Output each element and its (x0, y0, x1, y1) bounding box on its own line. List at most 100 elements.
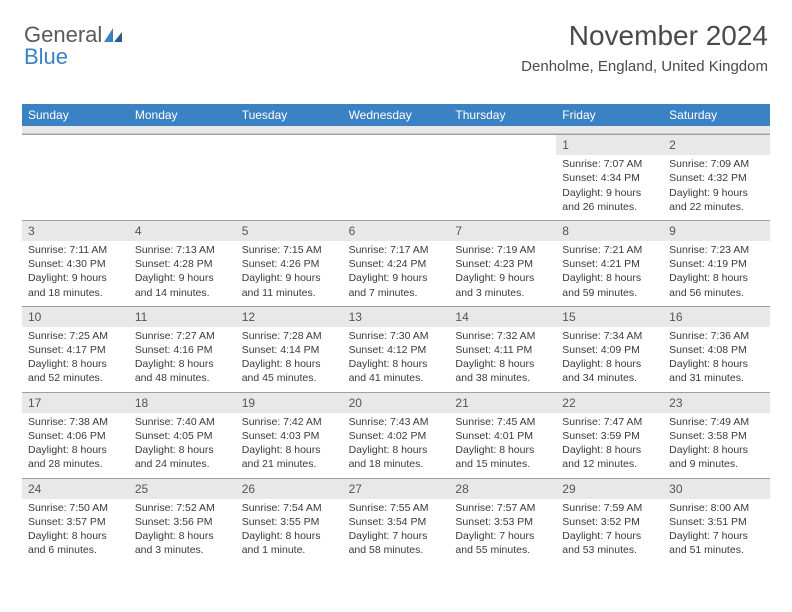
daylight-text: and 38 minutes. (455, 371, 550, 385)
daylight-text: and 48 minutes. (135, 371, 230, 385)
sunrise-text: Sunrise: 7:45 AM (455, 415, 550, 429)
daylight-text: and 1 minute. (242, 543, 337, 557)
calendar-cell: 7Sunrise: 7:19 AMSunset: 4:23 PMDaylight… (449, 221, 556, 306)
sunset-text: Sunset: 3:51 PM (669, 515, 764, 529)
daylight-text: and 9 minutes. (669, 457, 764, 471)
sunrise-text: Sunrise: 8:00 AM (669, 501, 764, 515)
sunset-text: Sunset: 4:26 PM (242, 257, 337, 271)
sunset-text: Sunset: 4:24 PM (349, 257, 444, 271)
calendar-cell: 24Sunrise: 7:50 AMSunset: 3:57 PMDayligh… (22, 479, 129, 564)
daylight-text: Daylight: 8 hours (28, 443, 123, 457)
page-location: Denholme, England, United Kingdom (521, 58, 768, 75)
sunrise-text: Sunrise: 7:11 AM (28, 243, 123, 257)
daylight-text: and 3 minutes. (455, 286, 550, 300)
sunset-text: Sunset: 4:23 PM (455, 257, 550, 271)
sunrise-text: Sunrise: 7:13 AM (135, 243, 230, 257)
sunset-text: Sunset: 3:59 PM (562, 429, 657, 443)
daylight-text: Daylight: 8 hours (349, 443, 444, 457)
calendar-cell: 1Sunrise: 7:07 AMSunset: 4:34 PMDaylight… (556, 135, 663, 220)
day-number: 22 (556, 393, 663, 413)
daylight-text: and 56 minutes. (669, 286, 764, 300)
calendar-cell: 4Sunrise: 7:13 AMSunset: 4:28 PMDaylight… (129, 221, 236, 306)
daylight-text: Daylight: 8 hours (135, 529, 230, 543)
sunset-text: Sunset: 4:21 PM (562, 257, 657, 271)
calendar-cell: 26Sunrise: 7:54 AMSunset: 3:55 PMDayligh… (236, 479, 343, 564)
daylight-text: Daylight: 8 hours (242, 357, 337, 371)
daylight-text: and 52 minutes. (28, 371, 123, 385)
calendar-cell: 2Sunrise: 7:09 AMSunset: 4:32 PMDaylight… (663, 135, 770, 220)
sunset-text: Sunset: 4:02 PM (349, 429, 444, 443)
daylight-text: and 24 minutes. (135, 457, 230, 471)
day-number: 20 (343, 393, 450, 413)
calendar: Sunday Monday Tuesday Wednesday Thursday… (22, 104, 770, 563)
calendar-dayhead: Sunday Monday Tuesday Wednesday Thursday… (22, 104, 770, 126)
day-number: 21 (449, 393, 556, 413)
day-number: 27 (343, 479, 450, 499)
sunrise-text: Sunrise: 7:59 AM (562, 501, 657, 515)
day-number: 28 (449, 479, 556, 499)
sunset-text: Sunset: 3:52 PM (562, 515, 657, 529)
day-number: 18 (129, 393, 236, 413)
day-number: 12 (236, 307, 343, 327)
calendar-cell: 25Sunrise: 7:52 AMSunset: 3:56 PMDayligh… (129, 479, 236, 564)
calendar-cell: . (449, 135, 556, 220)
calendar-cell: 17Sunrise: 7:38 AMSunset: 4:06 PMDayligh… (22, 393, 129, 478)
daylight-text: and 55 minutes. (455, 543, 550, 557)
daylight-text: Daylight: 8 hours (242, 529, 337, 543)
daylight-text: Daylight: 8 hours (669, 271, 764, 285)
calendar-cell: . (22, 135, 129, 220)
calendar-cell: 29Sunrise: 7:59 AMSunset: 3:52 PMDayligh… (556, 479, 663, 564)
sunrise-text: Sunrise: 7:42 AM (242, 415, 337, 429)
day-number: 4 (129, 221, 236, 241)
sunset-text: Sunset: 3:56 PM (135, 515, 230, 529)
calendar-cell: 5Sunrise: 7:15 AMSunset: 4:26 PMDaylight… (236, 221, 343, 306)
calendar-cell: . (129, 135, 236, 220)
daylight-text: Daylight: 9 hours (135, 271, 230, 285)
calendar-cell: 30Sunrise: 8:00 AMSunset: 3:51 PMDayligh… (663, 479, 770, 564)
page-title: November 2024 (521, 20, 768, 52)
daylight-text: Daylight: 9 hours (669, 186, 764, 200)
calendar-cell: 14Sunrise: 7:32 AMSunset: 4:11 PMDayligh… (449, 307, 556, 392)
calendar-weeks: .....1Sunrise: 7:07 AMSunset: 4:34 PMDay… (22, 134, 770, 563)
sunset-text: Sunset: 4:30 PM (28, 257, 123, 271)
calendar-cell: 16Sunrise: 7:36 AMSunset: 4:08 PMDayligh… (663, 307, 770, 392)
sunset-text: Sunset: 4:03 PM (242, 429, 337, 443)
sunrise-text: Sunrise: 7:28 AM (242, 329, 337, 343)
daylight-text: Daylight: 8 hours (242, 443, 337, 457)
calendar-cell: 28Sunrise: 7:57 AMSunset: 3:53 PMDayligh… (449, 479, 556, 564)
calendar-week: 17Sunrise: 7:38 AMSunset: 4:06 PMDayligh… (22, 392, 770, 478)
day-number: 29 (556, 479, 663, 499)
daylight-text: Daylight: 8 hours (455, 443, 550, 457)
daylight-text: and 28 minutes. (28, 457, 123, 471)
daylight-text: and 18 minutes. (28, 286, 123, 300)
calendar-cell: 22Sunrise: 7:47 AMSunset: 3:59 PMDayligh… (556, 393, 663, 478)
daylight-text: Daylight: 8 hours (28, 357, 123, 371)
daylight-text: and 26 minutes. (562, 200, 657, 214)
daylight-text: Daylight: 8 hours (455, 357, 550, 371)
calendar-cell: . (236, 135, 343, 220)
sunrise-text: Sunrise: 7:47 AM (562, 415, 657, 429)
daylight-text: Daylight: 7 hours (455, 529, 550, 543)
day-number: 5 (236, 221, 343, 241)
sunset-text: Sunset: 4:16 PM (135, 343, 230, 357)
calendar-week: 10Sunrise: 7:25 AMSunset: 4:17 PMDayligh… (22, 306, 770, 392)
daylight-text: Daylight: 9 hours (455, 271, 550, 285)
calendar-cell: 12 Sunrise: 7:28 AMSunset: 4:14 PMDayligh… (236, 307, 343, 392)
calendar-cell: 8Sunrise: 7:21 AMSunset: 4:21 PMDaylight… (556, 221, 663, 306)
daylight-text: Daylight: 8 hours (28, 529, 123, 543)
daylight-text: Daylight: 9 hours (242, 271, 337, 285)
calendar-cell: 19 Sunrise: 7:42 AMSunset: 4:03 PMDayligh… (236, 393, 343, 478)
sunset-text: Sunset: 4:14 PM (242, 343, 337, 357)
day-number: 14 (449, 307, 556, 327)
sunset-text: Sunset: 4:17 PM (28, 343, 123, 357)
daylight-text: Daylight: 7 hours (349, 529, 444, 543)
day-number: 17 (22, 393, 129, 413)
day-number: 1 (556, 135, 663, 155)
day-number: 19 (236, 393, 343, 413)
daylight-text: and 51 minutes. (669, 543, 764, 557)
daylight-text: and 31 minutes. (669, 371, 764, 385)
dayhead-sat: Saturday (663, 104, 770, 126)
sunset-text: Sunset: 4:34 PM (562, 171, 657, 185)
daylight-text: and 14 minutes. (135, 286, 230, 300)
sunset-text: Sunset: 4:32 PM (669, 171, 764, 185)
